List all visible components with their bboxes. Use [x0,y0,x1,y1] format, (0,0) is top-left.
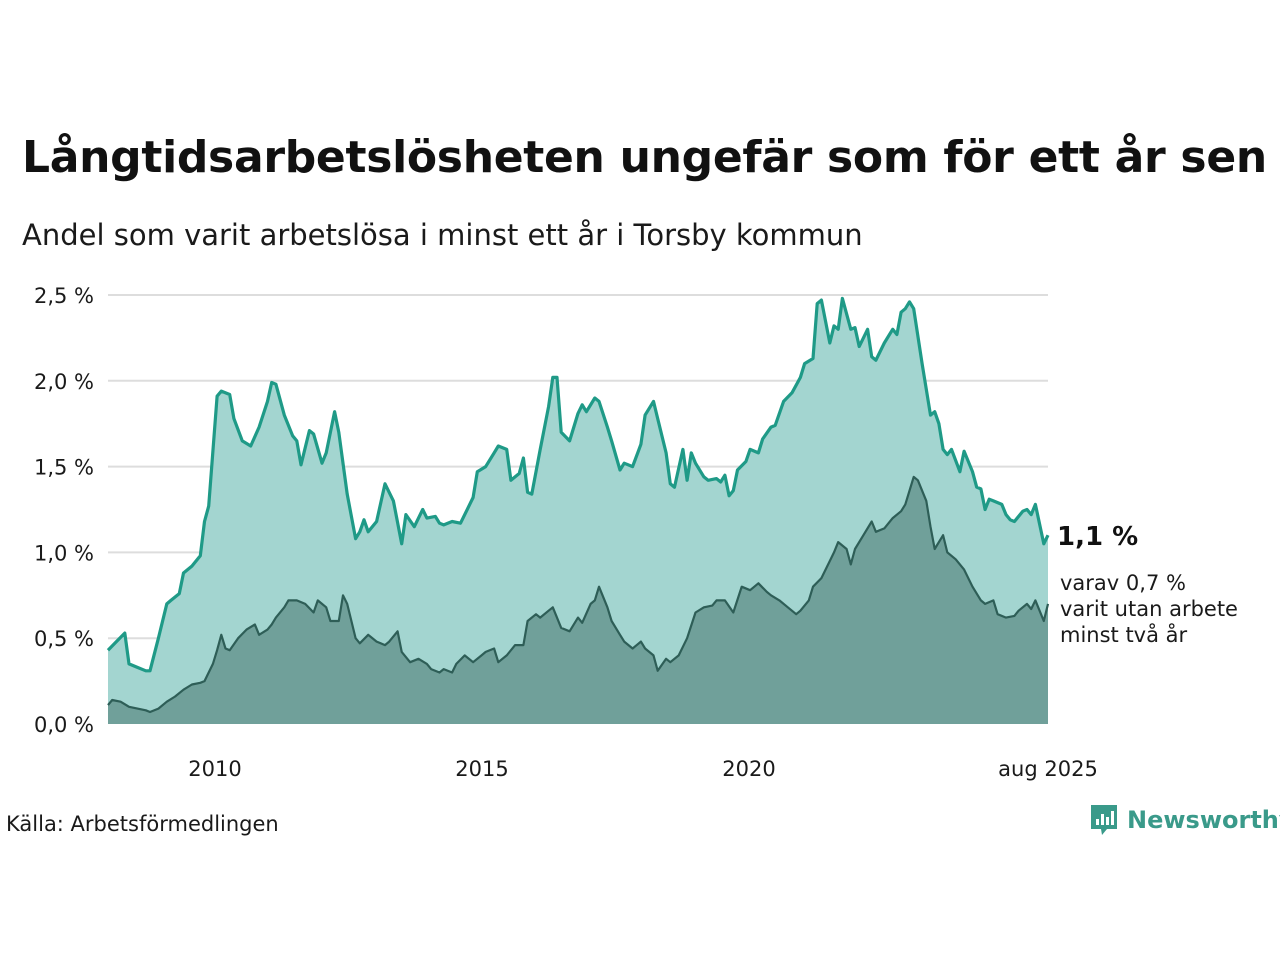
chart-title: Långtidsarbetslösheten ungefär som för e… [22,132,1267,183]
y-tick-label: 0,0 % [34,713,94,737]
x-tick-label: aug 2025 [998,757,1098,781]
chart-subtitle: Andel som varit arbetslösa i minst ett å… [22,218,863,252]
newsworthy-logo-icon [1091,805,1117,835]
brand-name: Newsworthy [1127,806,1280,834]
latest-subvalue-label: varav 0,7 % varit utan arbete minst två år [1060,570,1238,648]
y-tick-label: 2,0 % [34,370,94,394]
series-areas [106,296,1050,724]
brand-logo: Newsworthy [1089,803,1280,837]
x-tick-label: 2015 [455,757,508,781]
latest-subvalue-line: minst två år [1060,623,1188,647]
source-note: Källa: Arbetsförmedlingen [6,812,279,836]
axis-labels: 0,0 % 0,5 % 1,0 % 1,5 % 2,0 % 2,5 % 2010 2015 20… [34,284,1098,781]
y-tick-label: 0,5 % [34,627,94,651]
series-line-long [107,475,1050,714]
y-tick-label: 2,5 % [34,284,94,308]
x-tick-label: 2020 [722,757,775,781]
latest-subvalue-line: varit utan arbete [1060,597,1238,621]
series-area-long [108,476,1048,724]
x-tick-label: 2010 [188,757,241,781]
y-tick-label: 1,0 % [34,541,94,565]
latest-value-label: 1,1 % [1057,522,1139,552]
series-line-total [106,296,1050,673]
y-tick-label: 1,5 % [34,456,94,480]
latest-subvalue-line: varav 0,7 % [1060,571,1186,595]
